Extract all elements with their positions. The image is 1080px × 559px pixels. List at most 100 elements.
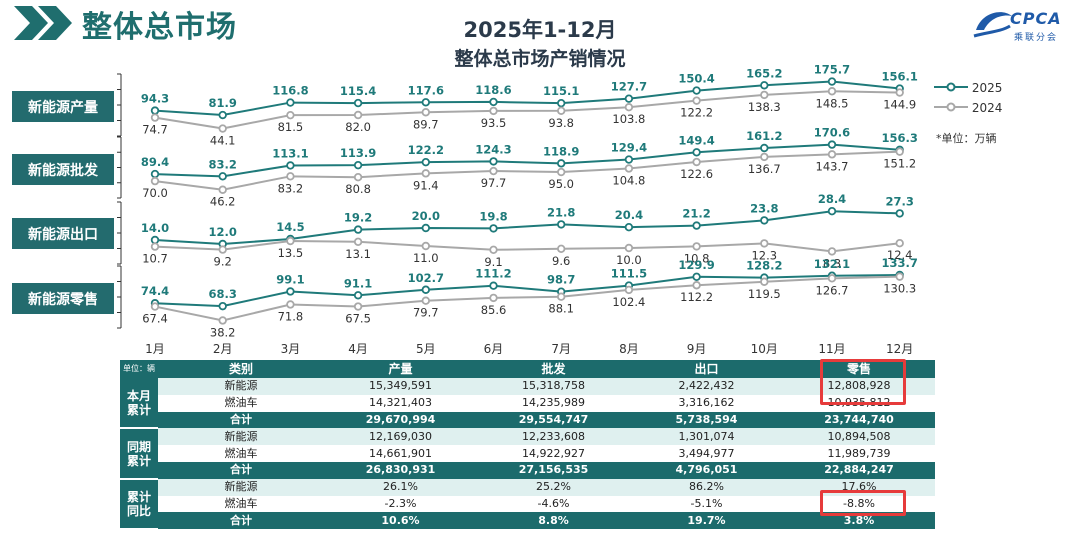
table-cell: 29,670,994 [324, 411, 477, 429]
highlight-box-retail [820, 359, 906, 405]
table-cell: 29,554,747 [477, 411, 630, 429]
data-label-2024: 67.4 [142, 312, 168, 326]
data-point-2024 [827, 150, 837, 159]
x-tick-label: 7月 [551, 342, 571, 356]
table-cell: 14,235,989 [477, 394, 630, 412]
table-header-row: 单位：辆 类别 产量 批发 出口 零售 [120, 360, 935, 378]
data-point-2024 [489, 293, 498, 303]
data-label-2025: 115.4 [340, 84, 376, 98]
chart-title: 2025年1-12月 [463, 18, 617, 42]
data-label-2025: 149.4 [678, 133, 714, 147]
data-label-2024: 10.7 [142, 252, 168, 266]
table-group-label: 累计同比 [120, 478, 158, 531]
data-label-2024: 9.6 [552, 254, 570, 268]
highlight-box-retail-yoy [820, 490, 906, 516]
data-point-2025 [827, 206, 837, 216]
table-cell: 12,169,030 [324, 428, 477, 446]
data-point-2024 [218, 185, 227, 194]
data-label-2025: 23.8 [750, 201, 778, 215]
data-point-2024 [557, 244, 566, 253]
data-point-2024 [557, 106, 566, 115]
data-label-2024: 122.6 [680, 167, 713, 181]
data-point-2024 [692, 281, 701, 290]
data-label-2025: 20.0 [412, 209, 440, 223]
data-point-2024 [150, 302, 160, 311]
data-label-2025: 21.2 [682, 207, 710, 221]
data-point-2024 [557, 292, 566, 301]
panel-label-wholesale: 新能源批发 [12, 154, 114, 185]
series-line-2025 [154, 143, 900, 178]
table-header-cell: 产量 [324, 360, 477, 378]
data-label-2025: 111.5 [611, 267, 647, 281]
table-row: 合计 29,670,994 29,554,747 5,738,594 23,744,74… [120, 411, 935, 429]
table-cell: 5,738,594 [630, 411, 783, 429]
data-point-2024 [286, 300, 295, 309]
data-label-2024: 88.1 [548, 302, 574, 316]
data-point-2025 [557, 220, 566, 229]
data-label-2024: 46.2 [210, 195, 236, 209]
data-label-2024: 38.2 [210, 325, 236, 339]
chart-subtitle: 整体总市场产销情况 [454, 48, 626, 70]
data-point-2024 [218, 124, 227, 133]
data-label-2024: 13.1 [345, 247, 371, 261]
data-label-2025: 27.3 [886, 194, 914, 208]
table-cell: 14,922,927 [477, 445, 630, 462]
data-label-2024: 144.9 [883, 98, 916, 112]
table-cell: 11,989,739 [783, 445, 935, 462]
data-point-2025 [218, 301, 227, 311]
data-label-2025: 113.1 [272, 146, 308, 160]
data-label-2025: 102.7 [408, 271, 444, 285]
data-point-2025 [150, 106, 160, 115]
table-cell: 86.2% [630, 478, 783, 496]
data-label-2025: 115.1 [543, 84, 579, 98]
data-label-2025: 128.2 [746, 259, 782, 273]
x-tick-label: 11月 [818, 342, 845, 356]
data-label-2025: 83.2 [209, 157, 237, 171]
x-tick-label: 4月 [348, 342, 368, 356]
panel-label-retail: 新能源零售 [12, 283, 114, 314]
data-label-2025: 91.1 [344, 276, 372, 290]
data-point-2025 [557, 98, 566, 108]
data-label-2025: 133.7 [882, 256, 918, 270]
table-cell: 27,156,535 [477, 461, 630, 479]
table-cell: 26.1% [324, 478, 477, 496]
data-point-2024 [353, 172, 363, 182]
data-point-2024 [218, 316, 227, 325]
data-point-2024 [421, 241, 430, 251]
table-cell: 燃油车 [158, 495, 324, 513]
data-point-2025 [624, 94, 634, 103]
data-point-2025 [624, 222, 634, 232]
data-point-2025 [760, 216, 769, 225]
data-label-2025: 111.2 [475, 267, 511, 281]
data-point-2025 [353, 225, 363, 234]
data-label-2025: 89.4 [141, 155, 169, 169]
table-cell: 燃油车 [158, 445, 324, 462]
data-point-2025 [218, 172, 227, 181]
x-tick-label: 5月 [416, 342, 436, 356]
data-label-2024: 11.0 [413, 251, 439, 265]
x-tick-label: 10月 [751, 342, 778, 356]
data-point-2024 [692, 96, 701, 105]
table-row: 同期累计 新能源 12,169,030 12,233,608 1,301,074 10,8… [120, 428, 935, 480]
table-row: 合计 26,830,931 27,156,535 4,796,051 22,884,24… [120, 461, 935, 479]
data-point-2025 [286, 287, 295, 296]
data-point-2025 [624, 155, 634, 164]
data-label-2024: 80.8 [345, 182, 371, 196]
data-label-2024: 95.0 [548, 177, 574, 191]
data-point-2025 [489, 224, 498, 233]
x-tick-label: 8月 [619, 342, 639, 356]
data-label-2024: 13.5 [278, 246, 304, 260]
data-point-2024 [760, 90, 769, 100]
data-point-2024 [624, 164, 634, 173]
data-point-2024 [692, 157, 701, 167]
table-cell: 合计 [158, 411, 324, 429]
data-point-2024 [624, 243, 634, 253]
table-cell: 10.6% [324, 512, 477, 530]
data-label-2024: 10.0 [616, 253, 642, 267]
x-tick-label: 9月 [687, 342, 707, 356]
data-point-2024 [760, 277, 769, 286]
table-cell: 15,349,591 [324, 378, 477, 395]
data-label-2025: 127.7 [611, 80, 647, 94]
data-label-2025: 12.0 [209, 225, 237, 239]
table-row: 燃油车 14,661,901 14,922,927 3,494,977 11,989,7… [120, 445, 935, 462]
